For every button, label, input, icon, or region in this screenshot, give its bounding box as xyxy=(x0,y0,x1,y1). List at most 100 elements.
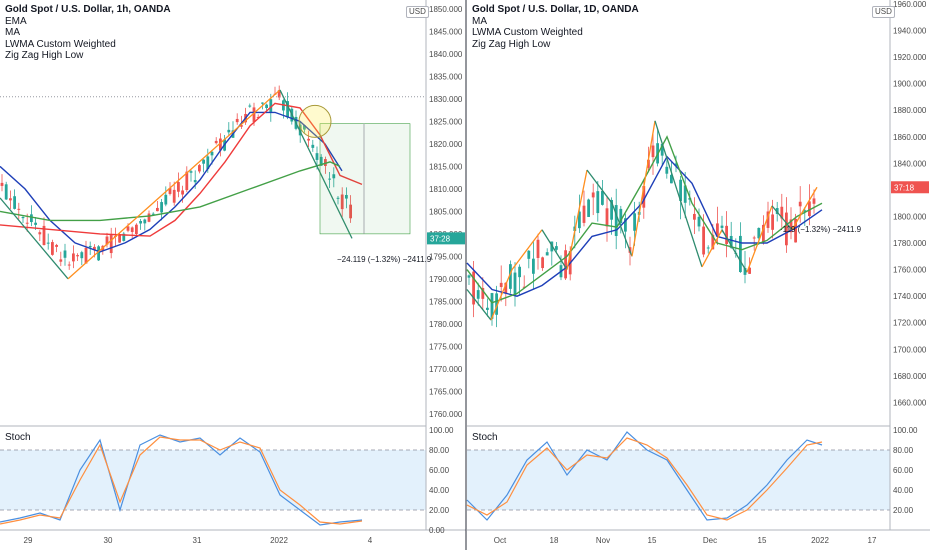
stoch-tick-label: 80.00 xyxy=(429,446,450,455)
candle-body xyxy=(610,199,613,220)
stoch-tick-label: 60.00 xyxy=(429,466,450,475)
candle-body xyxy=(716,223,719,236)
stoch-tick-label: 40.00 xyxy=(893,486,914,495)
candle-body xyxy=(34,222,37,225)
oscillator-label[interactable]: Stoch xyxy=(472,432,498,443)
candle-body xyxy=(504,282,508,294)
candle-body xyxy=(46,242,50,244)
candle-body xyxy=(647,159,650,168)
indicator-line-ema xyxy=(0,111,343,253)
candle-body xyxy=(4,184,8,200)
oscillator-label[interactable]: Stoch xyxy=(5,432,31,443)
candle-body xyxy=(555,246,558,250)
candle-body xyxy=(486,307,489,310)
stoch-tick-label: 40.00 xyxy=(429,486,450,495)
candle-body xyxy=(202,159,205,164)
candle-body xyxy=(472,271,475,305)
price-tick-label: 1720.000 xyxy=(893,319,927,328)
indicator-zigzag[interactable]: Zig Zag High Low xyxy=(472,38,551,50)
candle-body xyxy=(624,218,627,232)
zigzag-segment xyxy=(586,169,613,204)
candle-body xyxy=(160,202,163,213)
candle-body xyxy=(168,188,172,194)
candle-body xyxy=(683,185,687,203)
price-tick-label: 1840.000 xyxy=(893,159,927,168)
stoch-tick-label: 20.00 xyxy=(893,506,914,515)
legend-1d: Gold Spot / U.S. Dollar, 1D, OANDA MA LW… xyxy=(472,4,639,50)
price-tick-label: 1840.000 xyxy=(429,50,463,59)
candle-body xyxy=(126,226,130,231)
time-tick-label: 29 xyxy=(24,536,33,545)
indicator-lwma[interactable]: LWMA Custom Weighted xyxy=(5,38,116,50)
candle-body xyxy=(697,216,701,227)
candle-body xyxy=(256,116,260,118)
candle-body xyxy=(172,189,176,203)
candle-body xyxy=(720,225,724,228)
candle-body xyxy=(30,214,33,223)
candle-body xyxy=(467,275,471,278)
candle-body xyxy=(665,166,669,174)
price-tick-label: 1920.000 xyxy=(893,53,927,62)
time-tick-label: 4 xyxy=(368,536,373,545)
candle-body xyxy=(545,252,549,256)
candle-body xyxy=(495,293,498,315)
zigzag-segment xyxy=(791,186,818,231)
indicator-ma[interactable]: MA xyxy=(472,15,487,27)
zigzag-segment xyxy=(771,205,793,231)
candle-body xyxy=(286,101,289,118)
candle-body xyxy=(181,190,184,195)
candle-body xyxy=(214,140,218,144)
indicator-lwma[interactable]: LWMA Custom Weighted xyxy=(472,27,583,38)
time-tick-label: Dec xyxy=(703,536,717,545)
price-tick-label: 1810.000 xyxy=(429,185,463,194)
candle-body xyxy=(336,197,340,199)
currency-badge[interactable]: USD xyxy=(406,6,429,18)
candle-body xyxy=(122,233,126,241)
price-tick-label: 1800.000 xyxy=(893,212,927,221)
zigzag-segment xyxy=(676,189,703,268)
candle-body xyxy=(210,151,214,156)
stoch-band xyxy=(467,450,890,510)
currency-badge[interactable]: USD xyxy=(872,6,895,18)
candle-body xyxy=(651,145,655,158)
indicator-ema[interactable]: EMA xyxy=(5,15,27,27)
candle-body xyxy=(265,104,268,109)
candle-body xyxy=(21,217,25,219)
price-tick-label: 1780.000 xyxy=(893,239,927,248)
candle-body xyxy=(762,224,765,242)
indicator-ma[interactable]: MA xyxy=(5,27,20,38)
candle-body xyxy=(789,219,793,233)
candle-body xyxy=(252,107,256,122)
candle-body xyxy=(189,171,193,173)
zigzag-segment xyxy=(611,202,633,257)
candle-body xyxy=(219,138,222,151)
candle-body xyxy=(527,250,531,259)
candle-body xyxy=(118,234,121,243)
legend-1h: Gold Spot / U.S. Dollar, 1h, OANDA EMA M… xyxy=(5,4,171,62)
candle-body xyxy=(509,264,512,289)
chart-pane-1d[interactable]: 1960.000 1940.000 1920.000 1900.000 1880.000… xyxy=(466,0,930,545)
chart-title[interactable]: Gold Spot / U.S. Dollar, 1h, OANDA xyxy=(5,4,171,15)
candle-body xyxy=(614,205,618,236)
candle-body xyxy=(109,235,113,254)
indicator-zigzag[interactable]: Zig Zag High Low xyxy=(5,50,84,61)
price-tick-label: 1790.000 xyxy=(429,275,463,284)
stoch-tick-label: 80.00 xyxy=(893,446,914,455)
time-tick-label: 17 xyxy=(868,536,877,545)
zigzag-segment xyxy=(279,89,353,239)
zigzag-segment xyxy=(746,205,773,273)
candle-body xyxy=(725,225,728,245)
zigzag-segment xyxy=(566,169,588,270)
candle-body xyxy=(349,204,352,219)
candle-body xyxy=(340,194,344,210)
candle-body xyxy=(564,250,567,279)
candle-body xyxy=(93,246,96,251)
time-tick-label: 2022 xyxy=(811,536,829,545)
chart-title[interactable]: Gold Spot / U.S. Dollar, 1D, OANDA xyxy=(472,4,639,15)
chart-pane-1h[interactable]: 1850.000 1845.000 1840.000 1835.000 1830.000… xyxy=(0,0,466,545)
candle-body xyxy=(156,207,159,212)
time-tick-label: Nov xyxy=(596,536,610,545)
candle-body xyxy=(198,165,201,172)
candle-body xyxy=(147,213,151,222)
